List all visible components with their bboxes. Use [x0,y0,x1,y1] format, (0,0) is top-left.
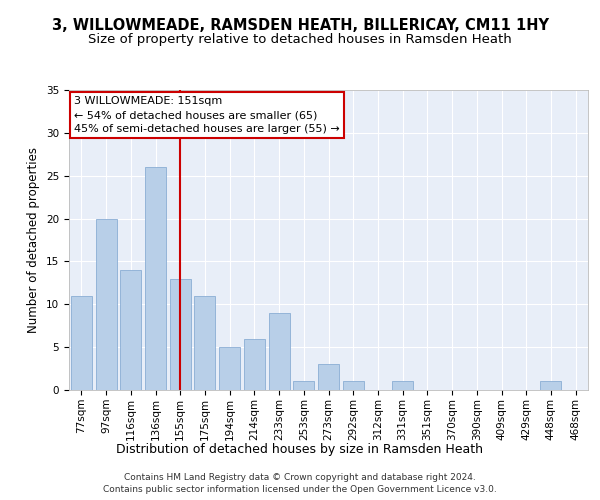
Bar [541,382,562,390]
Y-axis label: Number of detached properties: Number of detached properties [28,147,40,333]
Text: 3 WILLOWMEADE: 151sqm
← 54% of detached houses are smaller (65)
45% of semi-deta: 3 WILLOWMEADE: 151sqm ← 54% of detached … [74,96,340,134]
Text: Size of property relative to detached houses in Ramsden Heath: Size of property relative to detached ho… [88,32,512,46]
Bar [219,347,240,390]
Bar [318,364,339,390]
Bar [392,382,413,390]
Bar [145,167,166,390]
Bar [194,296,215,390]
Bar [244,338,265,390]
Bar [293,382,314,390]
Bar [95,218,116,390]
Bar [71,296,92,390]
Text: Contains HM Land Registry data © Crown copyright and database right 2024.: Contains HM Land Registry data © Crown c… [124,472,476,482]
Text: Distribution of detached houses by size in Ramsden Heath: Distribution of detached houses by size … [116,442,484,456]
Text: 3, WILLOWMEADE, RAMSDEN HEATH, BILLERICAY, CM11 1HY: 3, WILLOWMEADE, RAMSDEN HEATH, BILLERICA… [52,18,548,32]
Bar [269,313,290,390]
Bar [343,382,364,390]
Bar [170,278,191,390]
Bar [120,270,141,390]
Text: Contains public sector information licensed under the Open Government Licence v3: Contains public sector information licen… [103,485,497,494]
